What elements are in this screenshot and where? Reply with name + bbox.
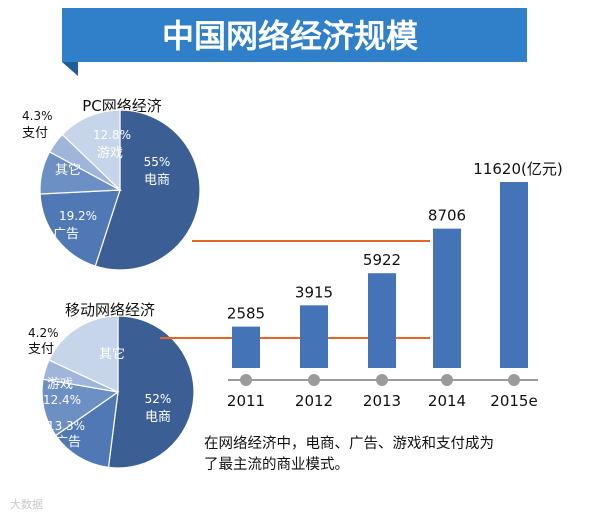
- pie-value-label: 12.4%: [43, 393, 81, 407]
- pie-slice-0: [107, 315, 195, 469]
- banner-fold: [62, 62, 78, 76]
- mobile-pie-chart: 52% 电商 13.3% 广告 12.4%游戏 4.2% 支付 其它: [28, 315, 195, 469]
- pie-value-label: 4.2%: [28, 326, 59, 340]
- pie-value-label: 13.3%: [47, 419, 85, 433]
- pie-slice-label: 其它: [99, 346, 125, 362]
- mobile-pie-title: 移动网络经济: [65, 301, 155, 319]
- pie-value-label: 19.2%: [59, 209, 97, 223]
- pie-slice-label: 游戏: [47, 377, 73, 392]
- pie-value-label: 4.3%: [22, 109, 53, 123]
- axis-dot: [240, 374, 252, 386]
- pie-slice-2: [41, 378, 120, 437]
- pie-slice-label: 广告: [53, 227, 79, 242]
- banner-background: [62, 8, 527, 62]
- bar-value-label: 8706: [428, 207, 466, 225]
- category-label: 2015e: [490, 392, 537, 410]
- pie-slice-label: 其它: [55, 162, 81, 178]
- pie-value-label: 12.8%: [93, 128, 131, 142]
- bar-value-label: 11620(亿元): [473, 160, 562, 178]
- pie-slice-label: 游戏: [97, 146, 123, 161]
- pie-slice-label: 支付: [28, 342, 54, 357]
- caption-line-1: 在网络经济中，电商、广告、游戏和支付成为: [204, 436, 494, 452]
- axis-dot: [376, 374, 388, 386]
- bar-value-label: 3915: [295, 283, 333, 301]
- bar-chart: 2585 2011 3915 2012 5922 2013 8706 2014 11620(亿元…: [227, 160, 563, 410]
- bar-2015e: [500, 182, 528, 368]
- bar-2014: [433, 228, 461, 368]
- bar-2011: [232, 326, 260, 368]
- bar-2013: [368, 273, 396, 368]
- pie-slice-4: [61, 109, 121, 192]
- category-label: 2014: [428, 392, 466, 410]
- title-banner: 中国网络经济规模: [62, 8, 527, 76]
- bar-value-label: 2585: [227, 305, 265, 323]
- watermark-text: 大数据: [10, 498, 43, 511]
- bar-2012: [300, 305, 328, 368]
- pie-slice-1: [54, 390, 119, 469]
- caption-line-2: 了最主流的商业模式。: [204, 457, 349, 473]
- category-label: 2012: [295, 392, 333, 410]
- pc-pie-chart: 55% 电商 19.2% 广告 其它 4.3% 支付 12.8% 游戏: [22, 109, 201, 271]
- bar-value-label: 5922: [363, 251, 401, 269]
- pie-slice-label: 电商: [145, 410, 171, 425]
- pie-slice-0: [94, 109, 201, 271]
- axis-dot: [508, 374, 520, 386]
- pie-slice-label: 电商: [144, 173, 170, 188]
- pc-pie-title: PC网络经济: [82, 97, 162, 115]
- pie-value-label: 55%: [144, 155, 171, 169]
- caption: 在网络经济中，电商、广告、游戏和支付成为 了最主流的商业模式。: [204, 434, 584, 476]
- pie-slice-4: [48, 315, 119, 393]
- axis-dot: [308, 374, 320, 386]
- pie-slice-1: [39, 189, 121, 267]
- chart-title: 中国网络经济规模: [162, 17, 418, 55]
- pie-slice-label: 广告: [55, 435, 81, 450]
- category-label: 2013: [363, 392, 401, 410]
- axis-dot: [441, 374, 453, 386]
- pie-slice-label: 支付: [22, 126, 48, 141]
- pie-value-label: 52%: [145, 392, 172, 406]
- category-label: 2011: [227, 392, 265, 410]
